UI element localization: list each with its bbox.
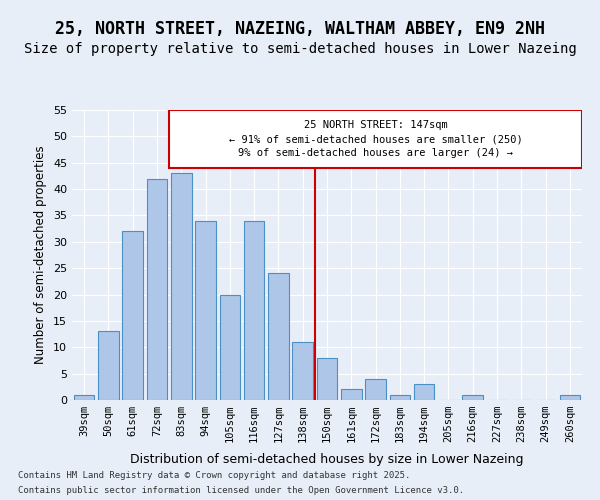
Bar: [220, 294, 240, 400]
Bar: [365, 379, 386, 400]
Bar: [122, 232, 143, 400]
Text: Contains public sector information licensed under the Open Government Licence v3: Contains public sector information licen…: [18, 486, 464, 495]
Bar: [98, 332, 119, 400]
Bar: [244, 220, 265, 400]
Bar: [389, 394, 410, 400]
Bar: [268, 274, 289, 400]
Bar: [292, 342, 313, 400]
Bar: [560, 394, 580, 400]
Text: Contains HM Land Registry data © Crown copyright and database right 2025.: Contains HM Land Registry data © Crown c…: [18, 471, 410, 480]
Bar: [146, 178, 167, 400]
Bar: [195, 220, 216, 400]
Text: 25, NORTH STREET, NAZEING, WALTHAM ABBEY, EN9 2NH: 25, NORTH STREET, NAZEING, WALTHAM ABBEY…: [55, 20, 545, 38]
FancyBboxPatch shape: [169, 110, 582, 168]
Y-axis label: Number of semi-detached properties: Number of semi-detached properties: [34, 146, 47, 364]
Bar: [171, 174, 191, 400]
Bar: [317, 358, 337, 400]
X-axis label: Distribution of semi-detached houses by size in Lower Nazeing: Distribution of semi-detached houses by …: [130, 454, 524, 466]
Bar: [74, 394, 94, 400]
Text: Size of property relative to semi-detached houses in Lower Nazeing: Size of property relative to semi-detach…: [23, 42, 577, 56]
Bar: [414, 384, 434, 400]
Bar: [341, 390, 362, 400]
Bar: [463, 394, 483, 400]
Text: 25 NORTH STREET: 147sqm
← 91% of semi-detached houses are smaller (250)
9% of se: 25 NORTH STREET: 147sqm ← 91% of semi-de…: [229, 120, 523, 158]
